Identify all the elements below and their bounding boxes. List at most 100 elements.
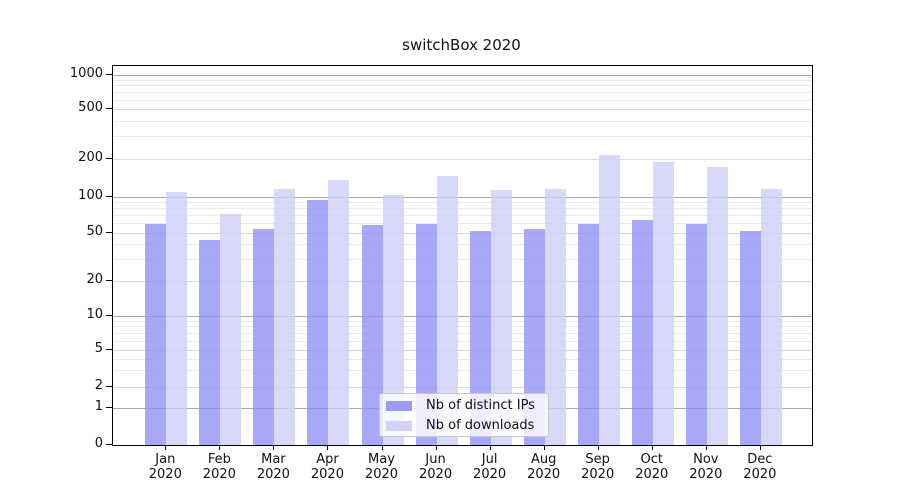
bar-distinct-ips-mar <box>253 229 275 445</box>
x-tick-mark <box>219 445 221 450</box>
bar-distinct-ips-sep <box>577 223 599 445</box>
y-tick-mark <box>106 386 112 387</box>
y-minor-gridline <box>113 79 812 81</box>
bar-downloads-mar <box>274 189 296 445</box>
y-tick-label: 2 <box>94 378 103 393</box>
x-tick-label: Apr 2020 <box>310 452 344 482</box>
y-minor-gridline <box>113 208 812 210</box>
y-minor-gridline <box>113 85 812 87</box>
y-gridline <box>113 232 812 234</box>
y-gridline <box>113 108 812 110</box>
x-tick-label: Dec 2020 <box>743 452 777 482</box>
y-tick-label: 20 <box>86 272 103 287</box>
x-tick-label: Nov 2020 <box>689 452 723 482</box>
plot-area <box>112 65 813 446</box>
bar-distinct-ips-aug <box>523 229 545 445</box>
bar-distinct-ips-oct <box>631 220 653 445</box>
x-tick-mark <box>327 445 329 450</box>
y-gridline <box>113 349 812 351</box>
y-tick-label: 5 <box>94 341 103 356</box>
x-tick-mark <box>651 445 653 450</box>
x-tick-mark <box>273 445 275 450</box>
x-tick-mark <box>381 445 383 450</box>
bar-distinct-ips-jul <box>469 230 491 445</box>
y-minor-gridline <box>113 244 812 246</box>
y-tick-mark <box>106 108 112 109</box>
y-minor-gridline <box>113 215 812 217</box>
x-tick-mark <box>543 445 545 450</box>
y-tick-label: 50 <box>86 224 103 239</box>
y-tick-mark <box>106 196 112 197</box>
x-tick-mark <box>759 445 761 450</box>
x-tick-label: Jun 2020 <box>419 452 453 482</box>
y-minor-gridline <box>113 99 812 101</box>
legend-item-downloads: Nb of downloads <box>380 419 548 433</box>
bar-downloads-jul <box>490 189 512 445</box>
y-minor-gridline <box>113 326 812 328</box>
y-gridline <box>113 74 812 76</box>
y-tick-label: 0 <box>94 436 103 451</box>
y-minor-gridline <box>113 201 812 203</box>
y-tick-mark <box>106 349 112 350</box>
y-tick-mark <box>106 232 112 233</box>
y-tick-label: 100 <box>78 188 103 203</box>
y-minor-gridline <box>113 136 812 138</box>
y-tick-label: 1 <box>94 399 103 414</box>
y-tick-mark <box>106 444 112 445</box>
y-gridline <box>113 386 812 388</box>
y-minor-gridline <box>113 223 812 225</box>
y-minor-gridline <box>113 320 812 322</box>
x-tick-mark <box>705 445 707 450</box>
y-tick-label: 500 <box>78 100 103 115</box>
x-tick-label: Aug 2020 <box>527 452 561 482</box>
y-gridline <box>113 315 812 317</box>
y-tick-label: 10 <box>86 307 103 322</box>
bar-downloads-sep <box>598 155 620 445</box>
legend-swatch-distinct-ips <box>386 401 412 411</box>
y-gridline <box>113 158 812 160</box>
legend-swatch-downloads <box>386 421 412 431</box>
chart-title: switchBox 2020 <box>402 36 521 54</box>
x-tick-mark <box>489 445 491 450</box>
bar-downloads-aug <box>544 189 566 445</box>
y-minor-gridline <box>113 259 812 261</box>
bar-downloads-jun <box>436 175 458 445</box>
bar-downloads-feb <box>220 214 242 445</box>
y-tick-mark <box>106 158 112 159</box>
x-tick-label: Oct 2020 <box>635 452 669 482</box>
y-minor-gridline <box>113 370 812 372</box>
bar-downloads-dec <box>760 189 782 445</box>
y-gridline <box>113 196 812 198</box>
y-tick-label: 1000 <box>69 66 103 81</box>
y-minor-gridline <box>113 333 812 334</box>
y-gridline <box>113 280 812 282</box>
x-tick-label: May 2020 <box>364 452 399 482</box>
bar-downloads-oct <box>652 162 674 445</box>
bar-distinct-ips-jan <box>145 223 167 445</box>
legend: Nb of distinct IPs Nb of downloads <box>379 393 549 437</box>
y-tick-mark <box>106 315 112 316</box>
bar-distinct-ips-nov <box>685 223 707 445</box>
x-tick-label: Sep 2020 <box>581 452 615 482</box>
y-minor-gridline <box>113 340 812 342</box>
y-tick-mark <box>106 74 112 75</box>
bar-downloads-nov <box>706 166 728 445</box>
x-tick-label: Feb 2020 <box>202 452 236 482</box>
bar-downloads-may <box>382 195 404 445</box>
bar-distinct-ips-feb <box>199 239 221 445</box>
x-tick-label: Jan 2020 <box>148 452 182 482</box>
bar-distinct-ips-may <box>361 225 383 445</box>
y-tick-label: 200 <box>78 150 103 165</box>
y-tick-mark <box>106 280 112 281</box>
y-minor-gridline <box>113 120 812 122</box>
legend-label-downloads: Nb of downloads <box>426 418 535 433</box>
bar-downloads-apr <box>328 179 350 445</box>
x-tick-label: Mar 2020 <box>256 452 290 482</box>
legend-item-distinct-ips: Nb of distinct IPs <box>380 399 548 413</box>
bar-distinct-ips-dec <box>739 230 761 445</box>
x-tick-mark <box>435 445 437 450</box>
legend-label-distinct-ips: Nb of distinct IPs <box>426 398 535 413</box>
bar-downloads-jan <box>166 191 188 445</box>
x-tick-mark <box>597 445 599 450</box>
